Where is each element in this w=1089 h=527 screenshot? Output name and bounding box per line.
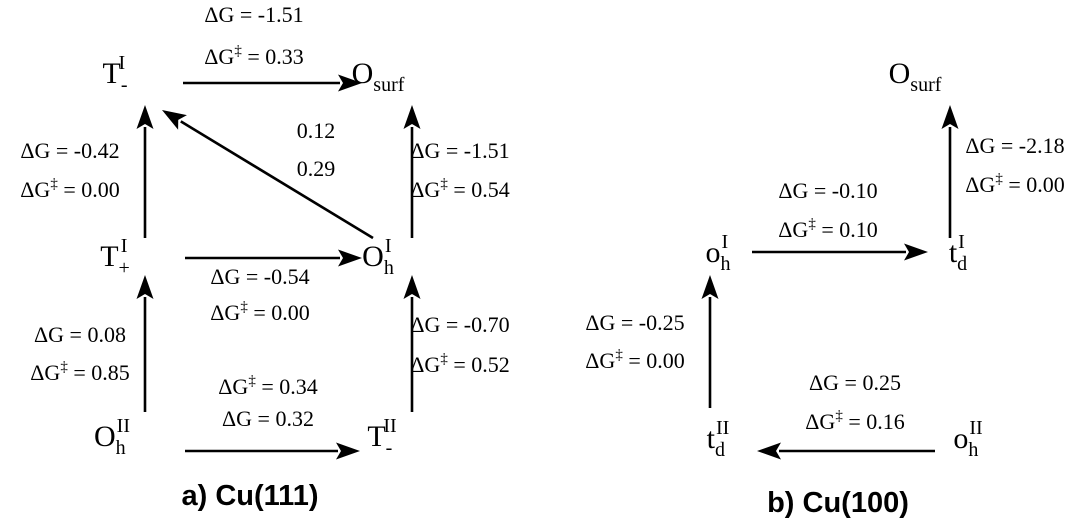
node-o-surf-b: Osurf [889, 57, 942, 96]
labels-layer: ΔG = -1.51 ΔG‡ = 0.33 0.12 0.29 ΔG = -0.42 ΔG… [20, 2, 1064, 434]
edge-oh-i-to-t-minus-i-arrow-head [162, 110, 187, 130]
node-td-i: tdI [949, 231, 967, 275]
edges-layer [136, 74, 959, 460]
edge-t-minus-ii-to-oh-i-arrow-head [403, 275, 421, 299]
edge-oh-ii-to-td-ii-label-bottom: ΔG‡ = 0.16 [805, 408, 904, 434]
node-t-plus-i: T+I [100, 235, 130, 279]
caption-panel-a: a) Cu(111) [182, 480, 319, 512]
edge-t-minus-i-to-o-surf-a-label-top: ΔG = -1.51 [204, 2, 303, 27]
captions-layer: a) Cu(111) b) Cu(100) [182, 480, 909, 519]
edge-oh-ii-to-td-ii-label-top: ΔG = 0.25 [809, 370, 901, 395]
edge-t-minus-ii-to-oh-i-label-bottom: ΔG‡ = 0.52 [410, 351, 509, 377]
edge-t-minus-i-to-o-surf-a-label-bottom: ΔG‡ = 0.33 [204, 43, 303, 69]
edge-oh-ii-to-t-plus-i-arrow [136, 275, 154, 412]
edge-oh-i-to-t-minus-i-arrow [162, 110, 374, 240]
edge-oh-i-to-td-i-arrow-head [904, 243, 928, 261]
edge-oh-ii-to-t-minus-ii-label-top: ΔG‡ = 0.34 [218, 373, 317, 399]
edge-t-plus-i-to-oh-i-label-top: ΔG = -0.54 [210, 264, 309, 289]
node-td-ii: tdII [707, 417, 730, 461]
nodes-layer: T-I Osurf T+I OhI OhII T-II Osurf ohI tdI tdII ohI… [94, 52, 983, 461]
edge-oh-ii-to-t-minus-ii-arrow-head [336, 442, 360, 460]
edge-t-plus-i-to-oh-i-label-bottom: ΔG‡ = 0.00 [210, 299, 309, 325]
edge-t-minus-ii-to-oh-i-arrow [403, 275, 421, 412]
edge-oh-i-to-td-i-label-top: ΔG = -0.10 [778, 178, 877, 203]
edge-t-plus-i-to-t-minus-i-label-top: ΔG = -0.42 [20, 138, 119, 163]
edge-oh-ii-to-t-plus-i-label-bottom: ΔG‡ = 0.85 [30, 359, 129, 385]
node-oh-i: OhI [362, 235, 394, 279]
edge-td-ii-to-oh-i-label-bottom: ΔG‡ = 0.00 [585, 347, 684, 373]
edge-t-plus-i-to-oh-i-arrow-head [338, 249, 362, 267]
edge-oh-i-to-o-surf-a-arrow-head [403, 105, 421, 129]
edge-oh-i-to-o-surf-a-arrow [403, 105, 421, 238]
edge-oh-i-to-t-minus-i-label-bottom: 0.29 [297, 156, 336, 181]
node-oh-i: ohI [706, 231, 731, 275]
edge-oh-i-to-t-minus-i-label-top: 0.12 [297, 118, 336, 143]
edge-oh-ii-to-t-minus-ii-arrow [185, 442, 360, 460]
node-t-minus-ii: T-II [367, 415, 396, 459]
edge-t-minus-i-to-o-surf-a-arrow [183, 74, 362, 92]
node-oh-ii: ohII [953, 417, 982, 461]
edge-td-i-to-o-surf-b-label-bottom: ΔG‡ = 0.00 [965, 171, 1064, 197]
edge-oh-i-to-o-surf-a-label-bottom: ΔG‡ = 0.54 [410, 176, 509, 202]
edge-t-plus-i-to-t-minus-i-label-bottom: ΔG‡ = 0.00 [20, 176, 119, 202]
edge-oh-ii-to-td-ii-arrow [757, 442, 935, 460]
node-o-surf-a: Osurf [352, 57, 405, 96]
edge-td-ii-to-oh-i-arrow-head [701, 275, 719, 299]
edge-t-plus-i-to-t-minus-i-arrow [136, 105, 154, 238]
edge-oh-i-to-td-i-label-bottom: ΔG‡ = 0.10 [778, 216, 877, 242]
edge-td-i-to-o-surf-b-arrow-head [941, 105, 959, 129]
edge-oh-i-to-o-surf-a-label-top: ΔG = -1.51 [410, 138, 509, 163]
edge-td-i-to-o-surf-b-label-top: ΔG = -2.18 [965, 133, 1064, 158]
edge-t-minus-i-to-o-surf-a-arrow-head [338, 74, 362, 92]
edge-td-ii-to-oh-i-arrow [701, 275, 719, 408]
node-t-minus-i: T-I [103, 52, 128, 96]
edge-oh-i-to-td-i-arrow [752, 243, 928, 261]
caption-panel-b: b) Cu(100) [767, 487, 909, 519]
edge-oh-ii-to-td-ii-arrow-head [757, 442, 781, 460]
edge-t-minus-ii-to-oh-i-label-top: ΔG = -0.70 [410, 312, 509, 337]
edge-td-i-to-o-surf-b-arrow [941, 105, 959, 238]
edge-td-ii-to-oh-i-label-top: ΔG = -0.25 [585, 310, 684, 335]
edge-oh-ii-to-t-plus-i-arrow-head [136, 275, 154, 299]
edge-t-plus-i-to-oh-i-arrow [185, 249, 362, 267]
edge-oh-ii-to-t-minus-ii-label-bottom: ΔG = 0.32 [222, 406, 314, 431]
node-oh-ii: OhII [94, 415, 130, 459]
edge-oh-ii-to-t-plus-i-label-top: ΔG = 0.08 [34, 322, 126, 347]
edge-t-plus-i-to-t-minus-i-arrow-head [136, 105, 154, 129]
